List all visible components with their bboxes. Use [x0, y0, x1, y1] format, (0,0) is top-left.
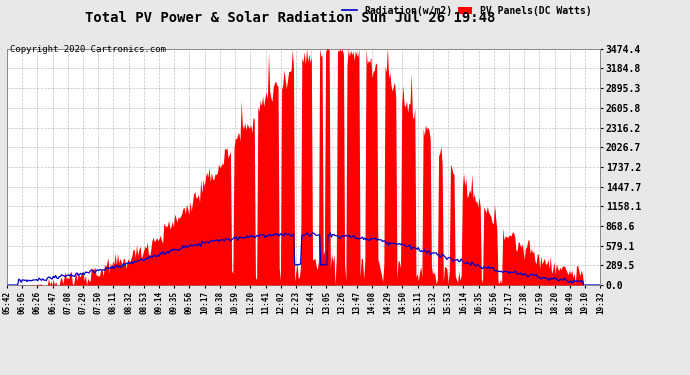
Text: Total PV Power & Solar Radiation Sun Jul 26 19:48: Total PV Power & Solar Radiation Sun Jul… [85, 11, 495, 25]
Text: Copyright 2020 Cartronics.com: Copyright 2020 Cartronics.com [10, 45, 166, 54]
Legend: Radiation(w/m2), PV Panels(DC Watts): Radiation(w/m2), PV Panels(DC Watts) [338, 2, 595, 20]
